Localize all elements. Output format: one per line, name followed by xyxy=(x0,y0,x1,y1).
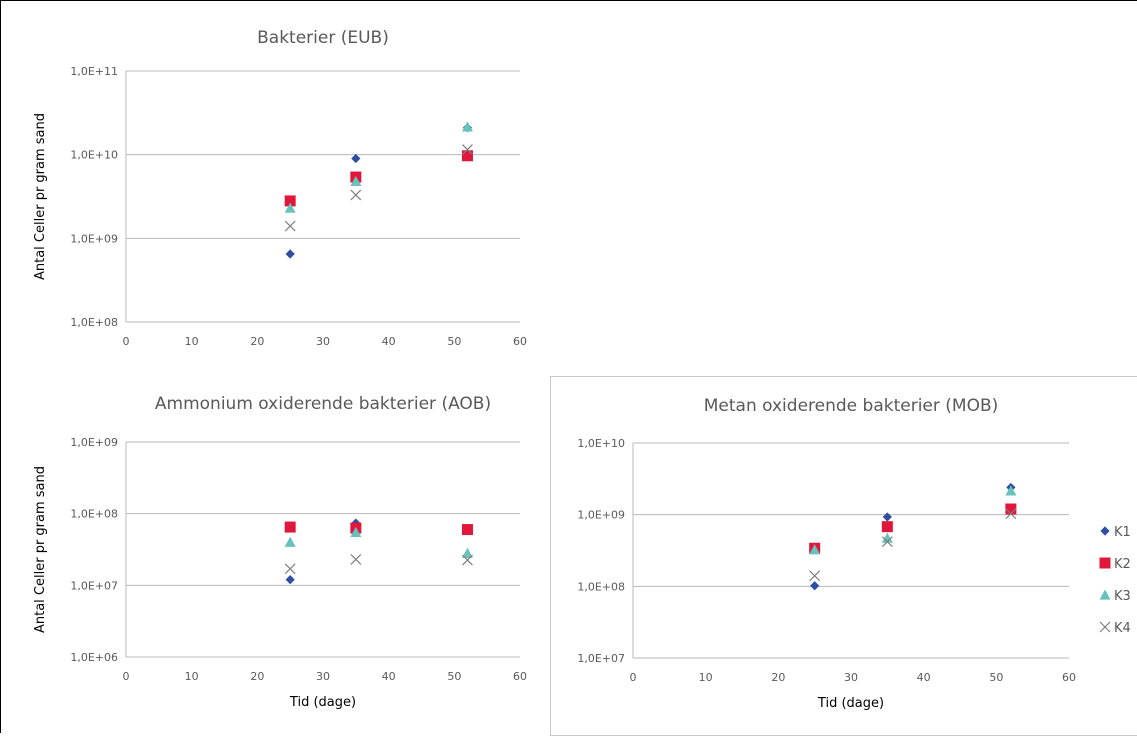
data-point-k3 xyxy=(284,202,296,213)
data-point-k1 xyxy=(351,153,361,164)
x-tick-label: 10 xyxy=(185,670,199,683)
x-tick-label: 40 xyxy=(382,670,396,683)
y-tick-label: 1,0E+10 xyxy=(70,149,118,162)
data-point-k4 xyxy=(1005,508,1017,520)
legend-label: K2 xyxy=(1114,557,1131,572)
data-point-k3 xyxy=(350,175,362,187)
data-point-k4 xyxy=(462,144,473,156)
chart-aob-svg: Ammonium oxiderende bakterier (AOB) 1,0E+… xyxy=(33,394,527,710)
y-tick-label: 1,0E+07 xyxy=(70,579,118,592)
x-tick-label: 40 xyxy=(917,671,931,684)
x-tick-label: 40 xyxy=(382,335,396,348)
y-tick-label: 1,0E+11 xyxy=(70,65,118,78)
x-tick-label: 0 xyxy=(630,671,637,684)
data-point-k3 xyxy=(809,544,821,555)
data-point-k3 xyxy=(1005,485,1017,496)
x-tick-label: 10 xyxy=(185,335,199,348)
y-axis-label: Antal Celler pr gram sand xyxy=(33,113,48,280)
data-point-k4 xyxy=(284,563,296,575)
y-tick-label: 1,0E+07 xyxy=(577,652,625,665)
x-tick-label: 60 xyxy=(513,335,527,348)
data-point-k1 xyxy=(810,581,820,591)
x-tick-label: 0 xyxy=(123,335,130,348)
y-tick-label: 1,0E+09 xyxy=(577,509,625,522)
x-tick-label: 30 xyxy=(316,335,330,348)
data-point-k4 xyxy=(809,570,821,582)
x-axis-label: Tid (dage) xyxy=(817,696,884,711)
y-tick-label: 1,0E+08 xyxy=(577,580,625,593)
data-point-k2 xyxy=(881,521,893,533)
chart-title: Ammonium oxiderende bakterier (AOB) xyxy=(155,394,491,414)
y-axis-label: Antal Celler pr gram sand xyxy=(33,466,48,633)
chart-eub: Bakterier (EUB) 1,0E+08 1,0E+09 1,0E+10 1,0E… xyxy=(0,0,588,370)
data-point-k3 xyxy=(461,547,473,558)
legend-marker-k1 xyxy=(1100,526,1110,536)
data-point-k2 xyxy=(284,195,296,207)
data-point-k2 xyxy=(461,524,473,536)
data-point-k2 xyxy=(461,150,473,162)
data-point-k4 xyxy=(350,553,362,565)
x-tick-label: 30 xyxy=(316,670,330,683)
chart-title: Metan oxiderende bakterier (MOB) xyxy=(704,396,999,416)
data-point-k1 xyxy=(285,575,295,585)
chart-eub-svg: Bakterier (EUB) 1,0E+08 1,0E+09 1,0E+10 1,0E… xyxy=(33,28,588,348)
legend-label: K3 xyxy=(1114,589,1131,604)
chart-title: Bakterier (EUB) xyxy=(257,28,389,48)
y-tick-label: 1,0E+10 xyxy=(577,437,625,450)
data-point-k1 xyxy=(882,512,892,522)
y-tick-label: 1,0E+09 xyxy=(70,436,118,449)
data-point-k3 xyxy=(284,536,296,547)
legend-marker-k3 xyxy=(1099,589,1111,600)
data-point-k4 xyxy=(284,220,296,232)
data-point-k1 xyxy=(285,249,295,259)
data-point-k3 xyxy=(461,121,473,132)
legend-marker-k2 xyxy=(1099,557,1111,569)
x-tick-label: 50 xyxy=(989,671,1003,684)
x-tick-label: 50 xyxy=(447,670,461,683)
y-tick-label: 1,0E+08 xyxy=(70,508,118,521)
x-tick-label: 30 xyxy=(844,671,858,684)
x-tick-label: 10 xyxy=(699,671,713,684)
y-tick-label: 1,0E+06 xyxy=(70,651,118,664)
data-point-k4 xyxy=(881,536,893,548)
data-point-k3 xyxy=(881,532,893,543)
chart-aob: Ammonium oxiderende bakterier (AOB) 1,0E+… xyxy=(0,373,548,733)
y-tick-label: 1,0E+08 xyxy=(70,316,118,329)
x-tick-label: 60 xyxy=(513,670,527,683)
y-tick-label: 1,0E+09 xyxy=(70,232,118,245)
x-tick-label: 20 xyxy=(250,670,264,683)
data-point-k4 xyxy=(462,554,473,566)
x-tick-label: 0 xyxy=(123,670,130,683)
x-tick-label: 20 xyxy=(771,671,785,684)
legend-label: K1 xyxy=(1114,525,1131,540)
legend-label: K4 xyxy=(1114,621,1131,636)
legend-marker-k4 xyxy=(1099,621,1111,633)
data-point-k3 xyxy=(350,526,362,537)
x-tick-label: 50 xyxy=(447,335,461,348)
x-axis-label: Tid (dage) xyxy=(289,695,356,710)
data-point-k2 xyxy=(284,521,296,533)
x-tick-label: 20 xyxy=(250,335,264,348)
data-point-k4 xyxy=(350,189,362,201)
chart-mob-svg: Metan oxiderende bakterier (MOB) 1,0E+07 1… xyxy=(577,396,1131,711)
chart-mob: Metan oxiderende bakterier (MOB) 1,0E+07 1… xyxy=(550,376,1137,736)
x-tick-label: 60 xyxy=(1062,671,1076,684)
data-point-k2 xyxy=(1005,503,1017,515)
